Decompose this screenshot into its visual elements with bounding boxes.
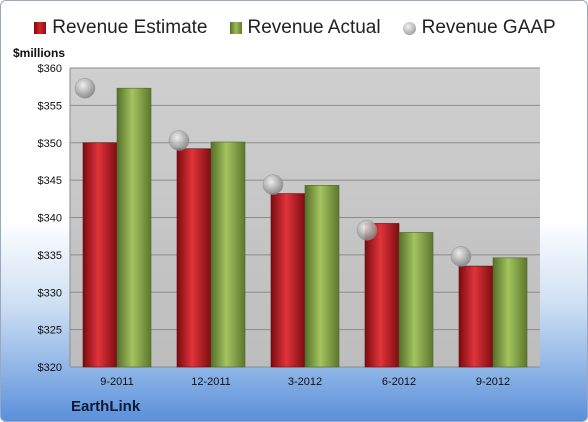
company-label: EarthLink xyxy=(71,398,141,415)
legend-swatch-actual xyxy=(229,22,242,34)
x-tick-label: 9-2012 xyxy=(476,376,510,388)
y-axis-unit-label: $millions xyxy=(13,46,66,60)
actual-bar xyxy=(210,141,246,368)
actual-bar xyxy=(492,257,528,368)
x-tick-label: 3-2012 xyxy=(288,376,322,388)
actual-bar xyxy=(398,232,434,368)
legend-label-actual: Revenue Actual xyxy=(247,17,381,38)
y-tick-label: $335 xyxy=(38,250,62,262)
y-tick-label: $340 xyxy=(38,213,62,225)
actual-bar xyxy=(304,185,340,368)
x-tick-label: 12-2011 xyxy=(191,376,231,388)
x-tick-label: 9-2011 xyxy=(100,376,133,388)
legend-label-estimate: Revenue Estimate xyxy=(52,17,208,38)
estimate-bar xyxy=(364,223,400,368)
y-tick-label: $360 xyxy=(38,63,62,75)
gaap-point xyxy=(74,77,96,99)
legend-item-actual: Revenue Actual xyxy=(229,17,381,39)
gaap-point xyxy=(262,174,284,195)
legend-swatch-gaap xyxy=(402,21,416,35)
y-tick-label: $330 xyxy=(38,287,62,299)
legend: Revenue Estimate Revenue Actual Revenue … xyxy=(1,17,587,39)
estimate-bar xyxy=(176,148,212,368)
gaap-point xyxy=(356,219,378,241)
legend-item-gaap: Revenue GAAP xyxy=(402,17,556,39)
estimate-bar xyxy=(82,142,118,368)
bars xyxy=(74,77,528,368)
y-tick-label: $325 xyxy=(38,325,62,337)
estimate-bar xyxy=(458,265,494,368)
y-tick-label: $320 xyxy=(38,362,62,374)
y-tick-label: $355 xyxy=(38,100,62,112)
legend-swatch-estimate xyxy=(34,22,47,34)
gaap-point xyxy=(450,246,472,267)
y-tick-label: $350 xyxy=(38,138,62,150)
x-axis-ticks: 9-2011 12-2011 3-2012 6-2012 9-2012 xyxy=(100,376,510,388)
legend-item-estimate: Revenue Estimate xyxy=(34,17,208,39)
y-axis-ticks: $320 $325 $330 $335 $340 $345 $350 $355 $360 xyxy=(38,63,62,374)
x-tick-label: 6-2012 xyxy=(382,376,416,388)
estimate-bar xyxy=(270,193,306,368)
actual-bar xyxy=(116,87,152,368)
y-tick-label: $345 xyxy=(38,175,62,187)
legend-label-gaap: Revenue GAAP xyxy=(421,17,556,38)
gaap-point xyxy=(168,130,190,151)
